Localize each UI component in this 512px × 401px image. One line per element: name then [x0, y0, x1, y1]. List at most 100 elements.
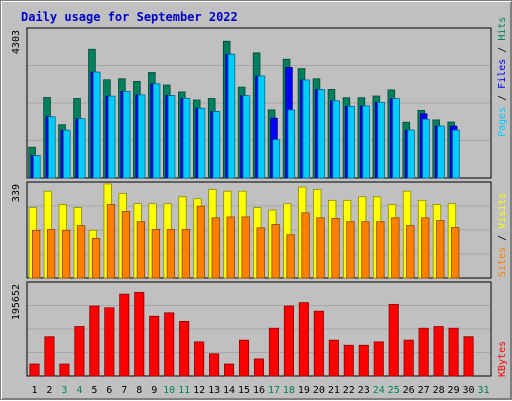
bar-kbytes-day-11	[179, 320, 190, 377]
x-tick-label: 28	[433, 385, 445, 396]
bar-sites-day-18	[286, 234, 295, 279]
bar-kbytes-day-16	[253, 358, 265, 377]
bar-kbytes-day-13	[209, 353, 220, 377]
bar-sites-day-21	[331, 217, 340, 279]
bar-pages-day-24	[377, 102, 385, 179]
x-tick-label: 4	[76, 385, 82, 396]
legend-top: Pages / Files / Hits	[497, 17, 508, 137]
x-tick-label: 15	[238, 385, 250, 396]
bar-pages-day-21	[332, 100, 341, 179]
bar-sites-day-28	[436, 220, 445, 279]
bar-kbytes-day-18	[283, 305, 294, 377]
bar-pages-day-22	[347, 105, 355, 179]
bar-pages-day-27	[422, 118, 430, 179]
bar-sites-day-26	[406, 225, 415, 279]
x-tick-label: 9	[151, 385, 157, 396]
bar-kbytes-day-20	[313, 310, 324, 377]
x-tick-label: 10	[163, 385, 175, 396]
bar-kbytes-day-7	[119, 293, 130, 377]
hits-files-pages-max-label: 4303	[11, 30, 22, 54]
bar-pages-day-25	[392, 98, 400, 179]
bar-sites-day-5	[91, 237, 101, 279]
bar-kbytes-day-27	[418, 327, 429, 377]
x-tick-label: 27	[418, 385, 430, 396]
bar-sites-day-2	[46, 229, 56, 279]
legend-middle: Sites / Visits	[497, 193, 508, 277]
bar-kbytes-day-15	[238, 339, 250, 377]
bar-pages-day-5	[92, 71, 101, 179]
bar-sites-day-9	[151, 229, 161, 279]
bar-sites-day-29	[451, 227, 460, 279]
bar-kbytes-day-12	[194, 341, 205, 377]
bar-pages-day-29	[452, 129, 460, 179]
legend-separator: /	[497, 229, 508, 247]
bar-kbytes-day-10	[164, 312, 175, 377]
legend-kbytes: KBytes	[497, 341, 508, 377]
bar-pages-day-15	[242, 95, 251, 179]
bar-kbytes-day-6	[104, 307, 115, 377]
bar-pages-day-11	[182, 97, 191, 179]
series-kbytes	[29, 292, 474, 377]
x-tick-label: 31	[477, 385, 489, 396]
bar-sites-day-23	[361, 221, 370, 279]
bar-kbytes-day-17	[268, 327, 280, 377]
bar-pages-day-17	[272, 139, 281, 179]
bar-sites-day-13	[211, 217, 220, 279]
bar-sites-day-19	[301, 212, 310, 279]
x-tick-label: 23	[358, 385, 370, 396]
x-tick-label: 26	[403, 385, 415, 396]
bar-sites-day-16	[256, 227, 265, 279]
bar-kbytes-day-23	[358, 344, 369, 377]
bar-sites-day-4	[76, 225, 86, 279]
x-tick-label: 25	[388, 385, 400, 396]
bar-pages-day-8	[137, 94, 146, 179]
bar-kbytes-day-25	[388, 303, 399, 377]
x-tick-label: 7	[121, 385, 127, 396]
bar-kbytes-day-14	[224, 363, 235, 377]
x-tick-label: 19	[298, 385, 310, 396]
bar-pages-day-16	[257, 75, 266, 179]
x-tick-label: 5	[91, 385, 97, 396]
bar-sites-day-8	[136, 221, 146, 279]
legend-separator: /	[497, 89, 508, 107]
bar-kbytes-day-30	[463, 336, 474, 377]
bar-sites-day-27	[421, 217, 430, 279]
bar-pages-day-19	[302, 79, 311, 179]
bar-sites-day-14	[226, 216, 235, 279]
kbytes-panel: 195652	[11, 281, 492, 377]
bar-sites-day-15	[241, 216, 250, 279]
bar-kbytes-day-8	[134, 292, 145, 377]
bar-kbytes-day-19	[298, 302, 309, 377]
legend-pages: Pages	[497, 107, 508, 137]
bar-kbytes-day-3	[59, 363, 70, 377]
bar-kbytes-day-5	[89, 305, 100, 377]
bar-pages-day-4	[78, 118, 86, 179]
bar-sites-day-12	[196, 205, 205, 279]
bar-sites-day-6	[106, 204, 116, 279]
bar-kbytes-day-28	[433, 326, 444, 377]
x-tick-label: 21	[328, 385, 340, 396]
bar-kbytes-day-24	[373, 341, 384, 377]
bar-pages-day-6	[107, 95, 116, 179]
bar-sites-day-25	[391, 217, 400, 279]
bar-sites-day-1	[31, 229, 41, 279]
series-pages	[33, 53, 460, 179]
legend-separator: /	[497, 41, 508, 59]
x-tick-label: 1	[31, 385, 37, 396]
bar-kbytes-day-9	[149, 315, 160, 377]
x-tick-label: 24	[373, 385, 385, 396]
legend: Pages / Files / Hits Sites / Visits KBytes	[497, 17, 508, 377]
bar-pages-day-20	[317, 89, 326, 179]
x-tick-label: 30	[463, 385, 475, 396]
bar-kbytes-day-29	[448, 327, 459, 377]
x-tick-label: 17	[268, 385, 280, 396]
bar-kbytes-day-21	[328, 339, 339, 377]
x-tick-label: 29	[448, 385, 460, 396]
chart-panels: 4303 339 195652	[11, 27, 492, 377]
x-tick-label: 11	[178, 385, 190, 396]
bar-sites-day-24	[376, 221, 385, 279]
bar-pages-day-13	[212, 111, 221, 179]
visits-sites-max-label: 339	[11, 184, 22, 202]
